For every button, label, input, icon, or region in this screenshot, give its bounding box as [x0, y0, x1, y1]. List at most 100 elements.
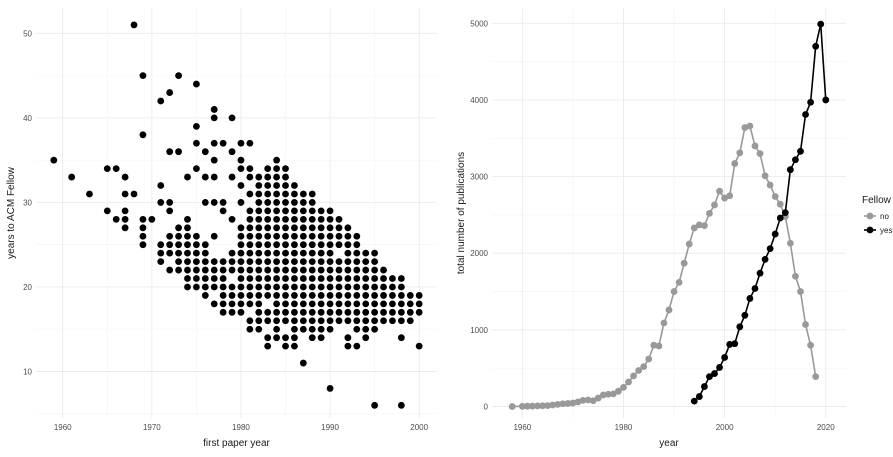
data-point	[175, 232, 182, 240]
data-point	[246, 249, 254, 257]
data-point	[210, 232, 218, 240]
data-point	[291, 308, 298, 316]
data-point	[371, 275, 379, 282]
data-point	[353, 342, 361, 350]
data-point	[344, 275, 352, 282]
data-point	[335, 300, 343, 308]
series-point-no	[771, 193, 779, 200]
data-point	[317, 232, 325, 240]
series-point-no	[564, 400, 572, 407]
data-point	[255, 325, 263, 333]
data-point	[237, 275, 245, 282]
data-point	[335, 275, 343, 282]
data-point	[228, 283, 236, 291]
series-point-yes	[716, 364, 723, 371]
data-point	[282, 292, 289, 299]
data-point	[193, 275, 200, 282]
data-point	[353, 308, 361, 316]
data-point	[353, 317, 361, 325]
data-point	[326, 385, 334, 392]
data-point	[228, 266, 236, 274]
series-point-no	[599, 391, 607, 399]
data-point	[282, 215, 289, 223]
data-point	[308, 334, 316, 342]
data-point	[282, 241, 289, 249]
data-point	[299, 199, 307, 206]
data-point	[415, 308, 423, 316]
data-point	[246, 232, 254, 240]
series-point-yes	[706, 373, 713, 381]
data-point	[308, 207, 316, 215]
data-point	[273, 156, 280, 164]
data-point	[112, 215, 120, 223]
series-point-yes	[802, 111, 809, 118]
series-point-no	[721, 194, 729, 202]
data-point	[335, 266, 343, 274]
data-point	[273, 165, 280, 173]
data-point	[210, 173, 218, 181]
series-point-no	[650, 341, 658, 349]
data-point	[219, 300, 227, 308]
data-point	[219, 283, 227, 291]
data-point	[371, 283, 379, 291]
data-point	[193, 283, 200, 291]
data-point	[299, 359, 307, 367]
data-point	[326, 275, 334, 282]
data-point	[210, 199, 218, 206]
x-axis-title: first paper year	[203, 438, 270, 449]
series-point-no	[695, 221, 703, 229]
data-point	[237, 156, 245, 164]
data-point	[344, 334, 352, 342]
data-point	[344, 308, 352, 316]
data-point	[282, 224, 289, 232]
data-point	[210, 139, 218, 147]
data-point	[264, 334, 272, 342]
series-point-no	[685, 240, 693, 248]
data-point	[299, 215, 307, 223]
data-point	[228, 292, 236, 299]
data-point	[273, 249, 280, 257]
data-point	[273, 207, 280, 215]
data-point	[326, 317, 334, 325]
data-point	[255, 275, 263, 282]
data-point	[184, 266, 191, 274]
data-point	[282, 300, 289, 308]
scatter-chart: 1960 1970 1980 1990 2000 10 20 30 40 50 first pape…	[6, 8, 437, 449]
data-point	[353, 300, 361, 308]
data-point	[371, 308, 379, 316]
y-tick-label: 5000	[470, 19, 488, 28]
data-point	[246, 215, 254, 223]
data-point	[362, 292, 370, 299]
y-tick-label: 0	[484, 403, 489, 412]
data-point	[246, 292, 254, 299]
data-point	[237, 292, 245, 299]
data-point	[371, 266, 379, 274]
data-point	[175, 72, 182, 80]
data-point	[193, 258, 200, 266]
data-point	[255, 224, 263, 232]
data-point	[326, 224, 334, 232]
series-point-no	[609, 390, 617, 398]
data-point	[317, 207, 325, 215]
data-point	[264, 232, 272, 240]
data-point	[264, 317, 272, 325]
data-point	[246, 224, 254, 232]
data-point	[344, 232, 352, 240]
data-point	[308, 249, 316, 257]
data-point	[255, 258, 263, 266]
data-point	[237, 266, 245, 274]
data-point	[246, 139, 254, 147]
data-point	[326, 266, 334, 274]
data-point	[193, 80, 200, 88]
data-point	[282, 190, 289, 198]
data-point	[273, 266, 280, 274]
y-tick-label: 30	[23, 198, 32, 207]
data-point	[264, 275, 272, 282]
data-point	[193, 241, 200, 249]
series-point-yes	[695, 393, 703, 400]
data-point	[353, 249, 361, 257]
data-point	[291, 342, 298, 350]
data-point	[397, 292, 405, 299]
series-point-yes	[771, 230, 779, 238]
data-point	[237, 232, 245, 240]
